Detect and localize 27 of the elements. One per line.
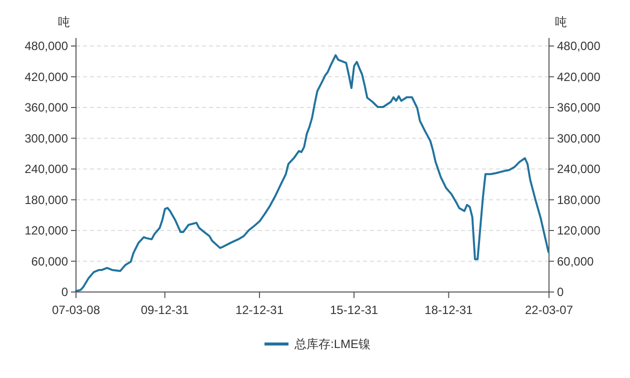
- y-tick-label: 180,000: [24, 192, 68, 207]
- y-tick-label: 360,000: [24, 100, 68, 114]
- x-tick-label: 22-03-07: [524, 303, 574, 317]
- y2-tick-label: 60,000: [557, 254, 594, 268]
- x-tick-label: 18-12-31: [424, 303, 474, 317]
- y-tick-label: 240,000: [24, 162, 68, 176]
- y2-axis-title: 吨: [555, 15, 567, 29]
- y2-tick-label: 300,000: [557, 131, 601, 146]
- y2-tick-label: 360,000: [557, 100, 601, 114]
- y2-tick-label: 0: [557, 285, 564, 299]
- y2-tick-label: 120,000: [557, 224, 601, 238]
- x-tick-label: 15-12-31: [330, 303, 378, 317]
- y-tick-label: 0: [61, 285, 68, 299]
- x-tick-label: 09-12-31: [140, 303, 190, 317]
- legend-label: 总库存:LME镍: [293, 337, 371, 351]
- y-tick-label: 420,000: [24, 70, 68, 84]
- y2-tick-label: 420,000: [557, 70, 601, 84]
- y2-tick-label: 240,000: [557, 162, 601, 176]
- y2-tick-label: 480,000: [557, 39, 601, 53]
- y2-tick-label: 180,000: [557, 192, 601, 207]
- y-tick-label: 480,000: [24, 39, 68, 53]
- y-tick-label: 60,000: [31, 254, 68, 268]
- y-tick-label: 300,000: [24, 131, 68, 146]
- x-tick-label: 12-12-31: [235, 303, 284, 317]
- y-axis-title: 吨: [58, 15, 70, 29]
- y-tick-label: 120,000: [24, 224, 68, 238]
- x-tick-label: 07-03-08: [52, 303, 100, 317]
